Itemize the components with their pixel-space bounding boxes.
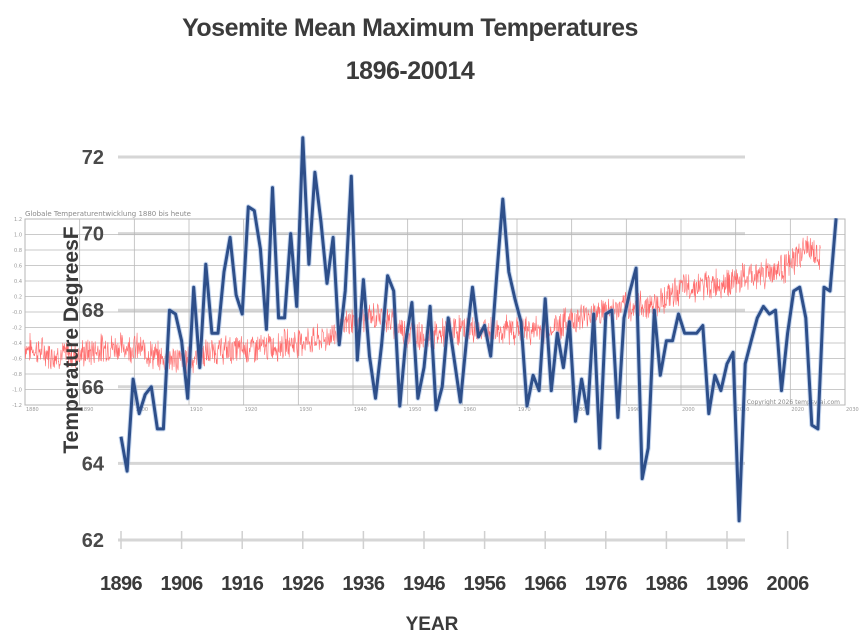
global-y-tick-label: -1.2 [12,403,22,409]
yosemite-x-tick-label: 1966 [524,573,567,595]
x-axis-label: YEAR [406,614,459,635]
global-y-tick-label: 0.4 [14,279,22,285]
global-x-tick-label: 1890 [81,407,94,413]
yosemite-x-tick-label: 1946 [403,573,446,595]
yosemite-x-tick-label: 1896 [100,573,143,595]
global-temperature-line [24,235,821,374]
yosemite-y-tick-label: 70 [82,224,104,246]
yosemite-y-tick-labels: 62 64 66 68 70 72 [82,147,105,552]
global-y-tick-labels: 1.2 1.0 0.8 0.6 0.4 0.2 -0.0 -0.2 -0.4 -0.6 -0.8 -1… [12,217,22,409]
global-x-tick-label: 1970 [518,407,531,413]
global-y-tick-label: -0.8 [12,372,22,378]
global-x-tick-label: 1910 [190,407,203,413]
yosemite-y-tick-label: 66 [82,377,104,399]
global-y-tick-label: 1.2 [14,217,22,223]
global-y-tick-label: -0.4 [12,341,22,347]
global-y-tick-label: -0.6 [12,357,22,363]
global-x-tick-label: 1950 [409,407,422,413]
global-x-tick-label: 2020 [791,407,804,413]
yosemite-temperature-line [119,136,838,523]
copyright-annotation: Copyright 2026 tempsvrai.com [747,399,840,406]
chart-title: Yosemite Mean Maximum Temperatures [182,14,638,42]
yosemite-x-tick-labels: 1896 1906 1916 1926 1936 1946 1956 1966 1976 1986… [100,573,810,595]
yosemite-y-tick-label: 68 [82,300,104,322]
global-x-tick-label: 2000 [682,407,695,413]
yosemite-x-tick-label: 1996 [706,573,749,595]
yosemite-x-tick-label: 1916 [221,573,264,595]
global-y-tick-label: -0.2 [12,326,22,332]
chart-subtitle: 1896-20014 [346,57,475,85]
yosemite-x-tick-label: 1976 [585,573,628,595]
yosemite-y-tick-label: 72 [82,147,104,169]
yosemite-x-tick-label: 2006 [767,573,810,595]
global-x-tick-label: 2030 [846,407,859,413]
global-y-tick-label: 0.8 [14,248,22,254]
global-y-tick-label: -1.0 [12,388,22,394]
global-chart-title: Globale Temperaturentwicklung 1880 bis h… [25,210,191,218]
global-y-tick-label: 0.2 [14,295,22,301]
yosemite-x-tick-label: 1906 [161,573,204,595]
yosemite-x-tick-label: 1956 [464,573,507,595]
global-x-tick-label: 1920 [245,407,258,413]
global-x-tick-label: 1990 [627,407,640,413]
y-axis-label: Temperature DegreesF [60,226,83,453]
global-x-tick-label: 1960 [463,407,476,413]
global-x-tick-label: 1880 [26,407,39,413]
yosemite-x-tick-label: 1936 [342,573,385,595]
global-x-tick-label: 1930 [299,407,312,413]
global-y-tick-label: 0.6 [14,264,22,270]
yosemite-y-tick-label: 62 [82,530,104,552]
global-y-tick-label: -0.0 [12,310,22,316]
yosemite-x-tick-label: 1926 [282,573,325,595]
global-y-tick-label: 1.0 [14,233,22,239]
yosemite-x-tick-label: 1986 [645,573,688,595]
global-x-tick-label: 1940 [354,407,367,413]
yosemite-y-tick-label: 64 [82,453,105,475]
